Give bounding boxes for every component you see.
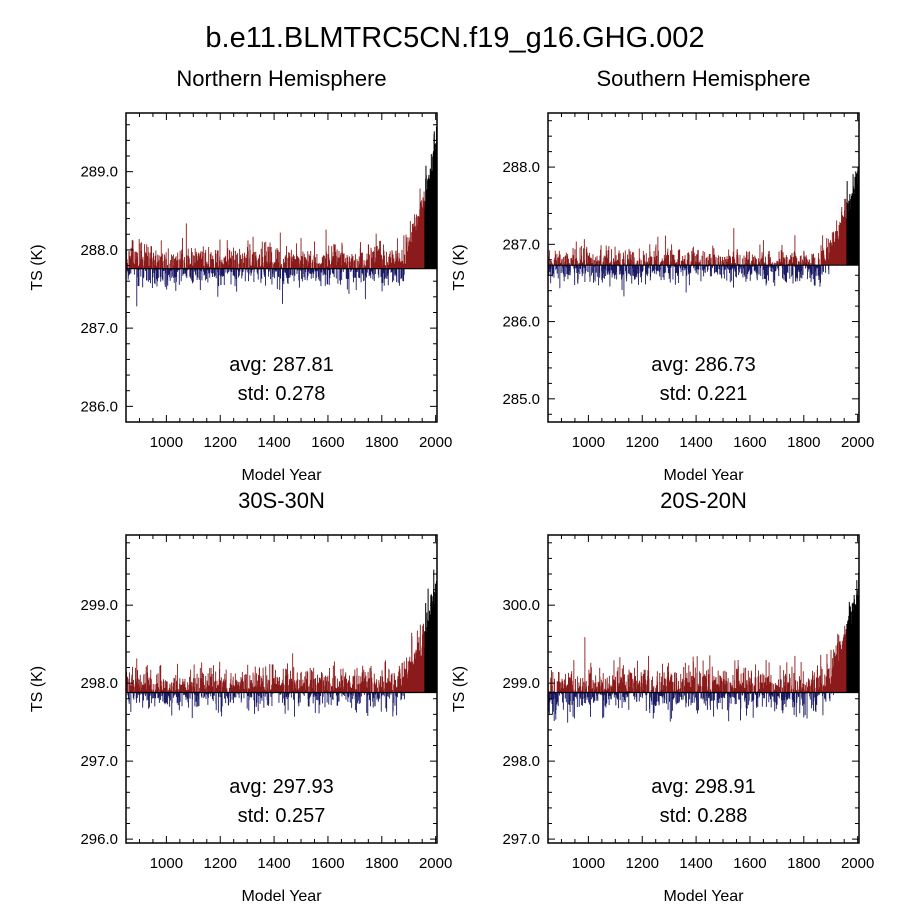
y-tick-label: 297.0 <box>80 753 118 770</box>
y-axis-label: TS (K) <box>451 666 468 712</box>
x-tick-label: 2000 <box>841 855 874 872</box>
x-tick-label: 1400 <box>257 855 290 872</box>
x-tick-label: 1400 <box>679 434 712 451</box>
avg-annotation: avg: 297.93 <box>229 776 334 798</box>
ts-below-baseline <box>548 265 834 297</box>
x-tick-label: 1000 <box>572 434 605 451</box>
y-tick-label: 287.0 <box>80 320 118 337</box>
plot-frame <box>547 534 860 844</box>
y-tick-label: 287.0 <box>502 236 540 253</box>
x-tick-label: 1400 <box>679 855 712 872</box>
y-tick-label: 288.0 <box>502 159 540 176</box>
y-tick-label: 286.0 <box>80 398 118 415</box>
y-axis-label: TS (K) <box>29 666 46 712</box>
x-tick-label: 1600 <box>733 434 766 451</box>
ts-series <box>126 126 437 307</box>
x-tick-label: 1200 <box>626 855 659 872</box>
x-tick-label: 1800 <box>787 434 820 451</box>
x-tick-label: 1000 <box>572 855 605 872</box>
x-tick-label: 1200 <box>204 855 237 872</box>
y-tick-label: 299.0 <box>80 597 118 614</box>
x-tick-label: 1000 <box>150 855 183 872</box>
panel-title: 20S-20N <box>660 488 747 513</box>
panel-30s-30n: 30S-30N 1000 1200 1400 1600 1800 2000 296.0 297.… <box>29 488 452 905</box>
std-annotation: std: 0.278 <box>238 383 326 405</box>
ts-below-baseline <box>126 268 405 307</box>
panel-southern-hemisphere: Southern Hemisphere 1000 1200 1400 1600 1800 2… <box>451 66 874 484</box>
x-tick-label: 2000 <box>841 434 874 451</box>
ts-below-baseline <box>126 692 409 718</box>
y-tick-label: 299.0 <box>502 675 540 692</box>
x-axis-label: Model Year <box>663 888 744 905</box>
plot-frame <box>547 112 860 423</box>
y-tick-label: 286.0 <box>502 314 540 331</box>
x-tick-label: 1600 <box>311 434 344 451</box>
avg-annotation: avg: 287.81 <box>229 354 334 376</box>
ts-above-baseline <box>126 623 426 693</box>
plot-frame <box>125 534 438 844</box>
std-annotation: std: 0.257 <box>238 805 326 827</box>
y-tick-label: 298.0 <box>80 675 118 692</box>
panel-northern-hemisphere: Northern Hemisphere 1000 1200 1400 1600 1800 2… <box>29 66 452 484</box>
ts-recent-warming <box>846 572 859 693</box>
ts-series <box>548 572 859 723</box>
ts-recent-warming <box>424 126 437 269</box>
std-annotation: std: 0.221 <box>660 383 748 405</box>
x-tick-label: 1400 <box>257 434 290 451</box>
ts-recent-warming <box>846 153 859 266</box>
ts-below-baseline <box>548 692 834 723</box>
x-axis-label: Model Year <box>663 467 744 484</box>
ts-recent-warming <box>424 569 437 693</box>
avg-annotation: avg: 298.91 <box>651 776 756 798</box>
ts-series <box>548 153 859 297</box>
x-tick-label: 1800 <box>365 434 398 451</box>
y-tick-label: 297.0 <box>502 831 540 848</box>
y-tick-label: 296.0 <box>80 831 118 848</box>
x-tick-label: 1800 <box>787 855 820 872</box>
std-annotation: std: 0.288 <box>660 805 748 827</box>
ts-series <box>126 569 437 718</box>
panel-title: 30S-30N <box>238 488 325 513</box>
x-axis-label: Model Year <box>241 888 322 905</box>
x-axis-label: Model Year <box>241 467 322 484</box>
x-tick-label: 1000 <box>150 434 183 451</box>
x-tick-label: 2000 <box>419 855 452 872</box>
x-tick-label: 1800 <box>365 855 398 872</box>
x-tick-label: 1600 <box>311 855 344 872</box>
panel-title: Northern Hemisphere <box>176 66 386 91</box>
panel-20s-20n: 20S-20N 1000 1200 1400 1600 1800 2000 297.0 298.… <box>451 488 874 905</box>
x-tick-label: 2000 <box>419 434 452 451</box>
y-axis-label: TS (K) <box>451 244 468 290</box>
ts-above-baseline <box>126 188 426 269</box>
x-tick-label: 1600 <box>733 855 766 872</box>
y-tick-label: 288.0 <box>80 242 118 259</box>
y-tick-label: 298.0 <box>502 753 540 770</box>
figure-title: b.e11.BLMTRC5CN.f19_g16.GHG.002 <box>205 22 705 54</box>
avg-annotation: avg: 286.73 <box>651 354 756 376</box>
y-tick-label: 289.0 <box>80 164 118 181</box>
y-tick-label: 285.0 <box>502 391 540 408</box>
x-tick-label: 1200 <box>204 434 237 451</box>
plot-frame <box>125 112 438 423</box>
ts-above-baseline <box>548 625 848 693</box>
y-axis-label: TS (K) <box>29 244 46 290</box>
x-tick-label: 1200 <box>626 434 659 451</box>
ts-above-baseline <box>548 198 848 266</box>
panel-title: Southern Hemisphere <box>596 66 810 91</box>
y-tick-label: 300.0 <box>502 597 540 614</box>
